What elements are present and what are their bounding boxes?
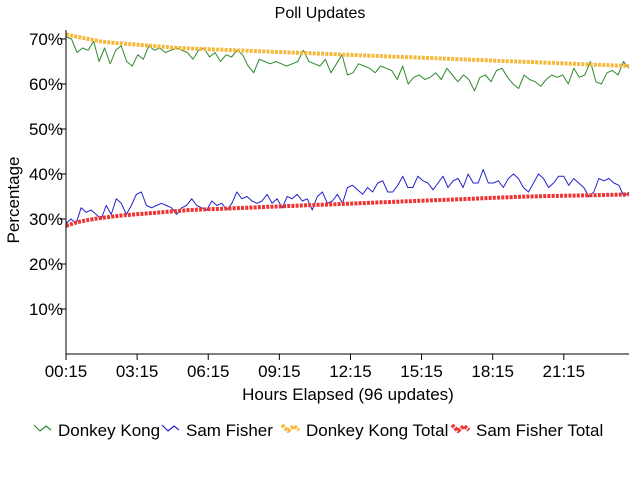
legend-item-donkey-kong: Donkey Kong bbox=[33, 421, 160, 440]
plot-area bbox=[65, 32, 630, 228]
legend-label: Sam Fisher Total bbox=[476, 421, 603, 440]
x-tick-label: 12:15 bbox=[329, 362, 372, 381]
legend-item-donkey-kong-total: Donkey Kong Total bbox=[280, 421, 448, 440]
series-line-donkey-kong-total bbox=[65, 32, 630, 68]
y-axis: 10% 20% 30% 40% 50% 60% 70% bbox=[29, 30, 67, 354]
x-tick-label: 00:15 bbox=[45, 362, 88, 381]
legend-label: Donkey Kong Total bbox=[306, 421, 448, 440]
y-tick-label: 40% bbox=[29, 165, 63, 184]
x-tick-label: 06:15 bbox=[187, 362, 230, 381]
y-axis-label: Percentage bbox=[4, 157, 23, 244]
x-tick-label: 09:15 bbox=[258, 362, 301, 381]
legend-swatch bbox=[280, 423, 301, 433]
x-axis-label: Hours Elapsed (96 updates) bbox=[242, 385, 454, 404]
legend-swatch bbox=[450, 423, 471, 433]
y-tick-label: 20% bbox=[29, 255, 63, 274]
x-tick-label: 18:15 bbox=[471, 362, 514, 381]
series-line-sam-fisher-total bbox=[65, 192, 630, 228]
x-tick-label: 21:15 bbox=[543, 362, 586, 381]
y-tick-label: 30% bbox=[29, 210, 63, 229]
legend-item-sam-fisher: Sam Fisher bbox=[161, 421, 273, 440]
series-line-sam-fisher bbox=[65, 169, 630, 224]
legend: Donkey Kong Sam Fisher Donkey Kong Total Sa… bbox=[33, 421, 603, 440]
legend-item-sam-fisher-total: Sam Fisher Total bbox=[450, 421, 603, 440]
y-tick-label: 10% bbox=[29, 300, 63, 319]
chart-title: Poll Updates bbox=[275, 5, 366, 22]
x-axis: 00:15 03:15 06:15 09:15 12:15 15:15 18:15 21:15 bbox=[45, 353, 629, 381]
y-tick-label: 50% bbox=[29, 120, 63, 139]
x-tick-label: 15:15 bbox=[400, 362, 443, 381]
x-tick-label: 03:15 bbox=[116, 362, 159, 381]
legend-swatch bbox=[161, 424, 180, 432]
y-tick-label: 70% bbox=[29, 30, 63, 49]
legend-label: Sam Fisher bbox=[186, 421, 273, 440]
legend-label: Donkey Kong bbox=[58, 421, 160, 440]
legend-swatch bbox=[33, 424, 52, 432]
y-tick-label: 60% bbox=[29, 75, 63, 94]
